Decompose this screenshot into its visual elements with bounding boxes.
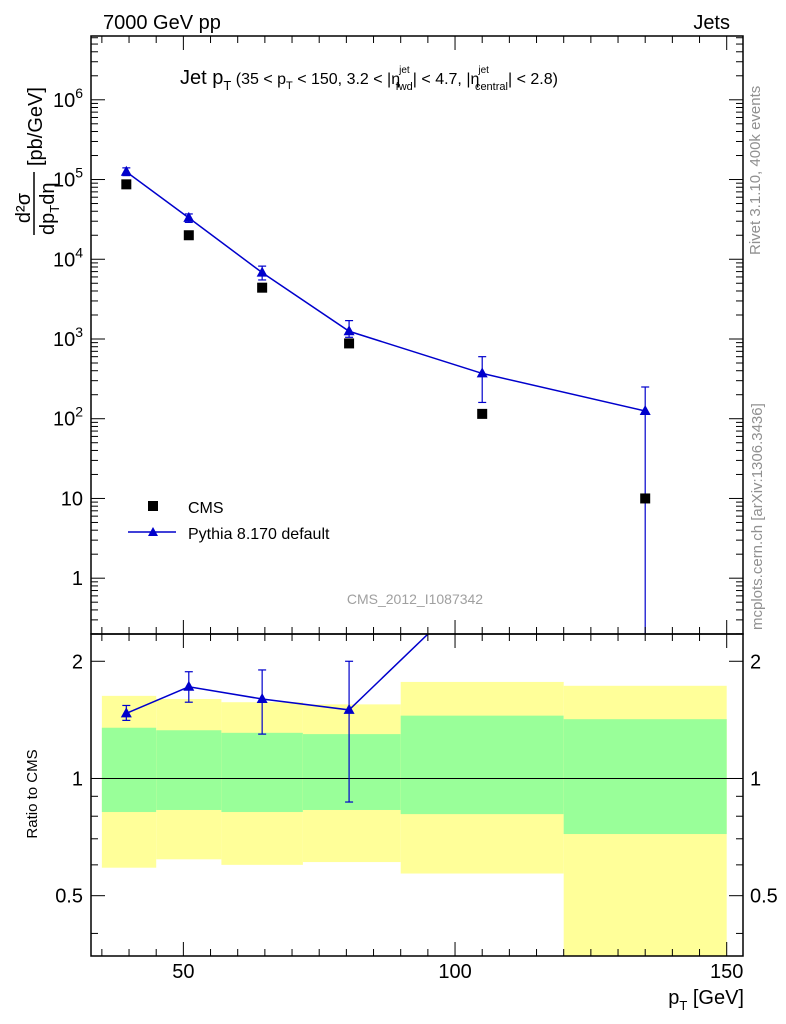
ratio-ytick-label-right: 2 xyxy=(750,651,761,673)
ylabel-unit: [pb/GeV] xyxy=(25,87,47,166)
title-T-sub2: T xyxy=(286,80,293,92)
pythia-point xyxy=(343,325,355,336)
ratio-series xyxy=(120,345,651,803)
xlabel-unit: [GeV] xyxy=(687,987,744,1009)
title-mid2: | < 4.7, |η xyxy=(413,71,480,88)
main-ytick-label: 102 xyxy=(53,404,83,431)
ratio-point xyxy=(120,707,132,718)
ratio-xtick-label: 150 xyxy=(710,961,743,983)
ytick-exponent: 3 xyxy=(75,324,83,340)
ytick-exponent: 5 xyxy=(75,165,83,181)
ytick-exponent: 6 xyxy=(75,85,83,101)
title-mid1: < 150, 3.2 < |η xyxy=(293,71,400,88)
ratio-ytick-label-left: 0.5 xyxy=(55,886,83,908)
ytick-exponent: 2 xyxy=(75,404,83,420)
main-plot xyxy=(120,165,651,634)
main-title: Jet pT (35 < pT < 150, 3.2 < |ηjet fwd| <… xyxy=(180,65,558,93)
ylabel-deta: dη xyxy=(37,183,59,205)
legend: CMS Pythia 8.170 default xyxy=(128,500,330,543)
pythia-point xyxy=(639,404,651,415)
ytick-base: 10 xyxy=(53,90,75,112)
legend-cms-label: CMS xyxy=(188,500,224,517)
title-jet-sup1: jet xyxy=(398,65,410,76)
ratio-ytick-label-right: 1 xyxy=(750,768,761,790)
ratio-point xyxy=(343,703,355,714)
header-left: 7000 GeV pp xyxy=(103,12,221,34)
ylabel-d2sigma: d²σ xyxy=(13,192,35,223)
cms-point xyxy=(121,179,132,190)
xlabel: pT [GeV] xyxy=(668,987,744,1013)
header-right: Jets xyxy=(693,12,730,34)
ratio-band-inner xyxy=(101,727,157,813)
ratio-band-inner xyxy=(221,732,303,813)
ylabel-denominator: dpTdη xyxy=(37,183,62,235)
legend-pythia-label: Pythia 8.170 default xyxy=(188,526,330,543)
pythia-point xyxy=(120,165,132,176)
ytick-base: 10 xyxy=(53,249,75,271)
ylabel-dp: dp xyxy=(37,213,59,235)
ratio-ytick-label-left: 2 xyxy=(72,651,83,673)
legend-cms-marker xyxy=(148,501,158,511)
ratio-axes: 50 100 150 0.5 0.5 1 1 2 2 xyxy=(55,633,778,983)
ratio-plot xyxy=(91,345,743,956)
main-ylabel: d²σ dpTdη [pb/GeV] xyxy=(13,87,62,235)
ratio-xtick-label: 50 xyxy=(172,961,194,983)
ratio-point xyxy=(477,576,488,586)
pythia-line xyxy=(125,171,646,412)
ratio-ytick-label-left: 1 xyxy=(72,768,83,790)
legend-pythia-marker xyxy=(148,527,158,536)
cms-point xyxy=(257,282,268,293)
ratio-band-inner xyxy=(302,734,401,810)
ratio-point xyxy=(640,345,651,355)
main-ytick-label: 104 xyxy=(53,244,83,271)
cms-point xyxy=(640,493,651,504)
ratio-xtick-label: 100 xyxy=(438,961,471,983)
ratio-frame xyxy=(90,633,744,957)
ytick-base: 10 xyxy=(53,409,75,431)
main-series xyxy=(120,165,651,634)
ratio-band-inner xyxy=(156,730,222,810)
main-ytick-label: 106 xyxy=(53,85,83,112)
mcplots-label: mcplots.cern.ch [arXiv:1306.3436] xyxy=(749,403,766,630)
title-open: (35 < p xyxy=(231,71,286,88)
rivet-label: Rivet 3.1.10, 400k events xyxy=(747,86,764,255)
pythia-point xyxy=(183,211,195,222)
cms-point xyxy=(477,408,488,419)
ratio-point xyxy=(183,680,195,691)
main-ytick-label: 1 xyxy=(72,568,83,590)
main-ytick-label: 103 xyxy=(53,324,83,351)
title-central-sub: central xyxy=(475,81,508,93)
ratio-ylabel: Ratio to CMS xyxy=(24,749,41,838)
title-fwd-sub: fwd xyxy=(396,81,413,93)
cms-point xyxy=(183,230,194,241)
title-jet: Jet p xyxy=(180,67,223,89)
pythia-point xyxy=(476,367,488,378)
ytick-exponent: 4 xyxy=(75,244,83,260)
pythia-point xyxy=(256,266,268,277)
ratio-point xyxy=(256,693,268,704)
title-T-sub: T xyxy=(223,78,231,93)
ratio-band-inner xyxy=(400,715,564,815)
cms-point xyxy=(344,338,355,349)
title-jet-sup2: jet xyxy=(477,65,489,76)
ratio-ytick-label-right: 0.5 xyxy=(750,886,778,908)
ratio-series-line xyxy=(126,634,430,715)
analysis-watermark: CMS_2012_I1087342 xyxy=(347,591,483,607)
ylabel-T-sub: T xyxy=(47,205,62,213)
ratio-band-inner xyxy=(563,719,727,835)
xlabel-T-sub: T xyxy=(679,998,687,1013)
ytick-base: 10 xyxy=(53,329,75,351)
title-close: | < 2.8) xyxy=(508,71,558,88)
xlabel-p: p xyxy=(668,987,679,1009)
ytick-base: 10 xyxy=(53,170,75,192)
main-ytick-label: 10 xyxy=(61,488,83,510)
main-ytick-label: 105 xyxy=(53,165,83,192)
